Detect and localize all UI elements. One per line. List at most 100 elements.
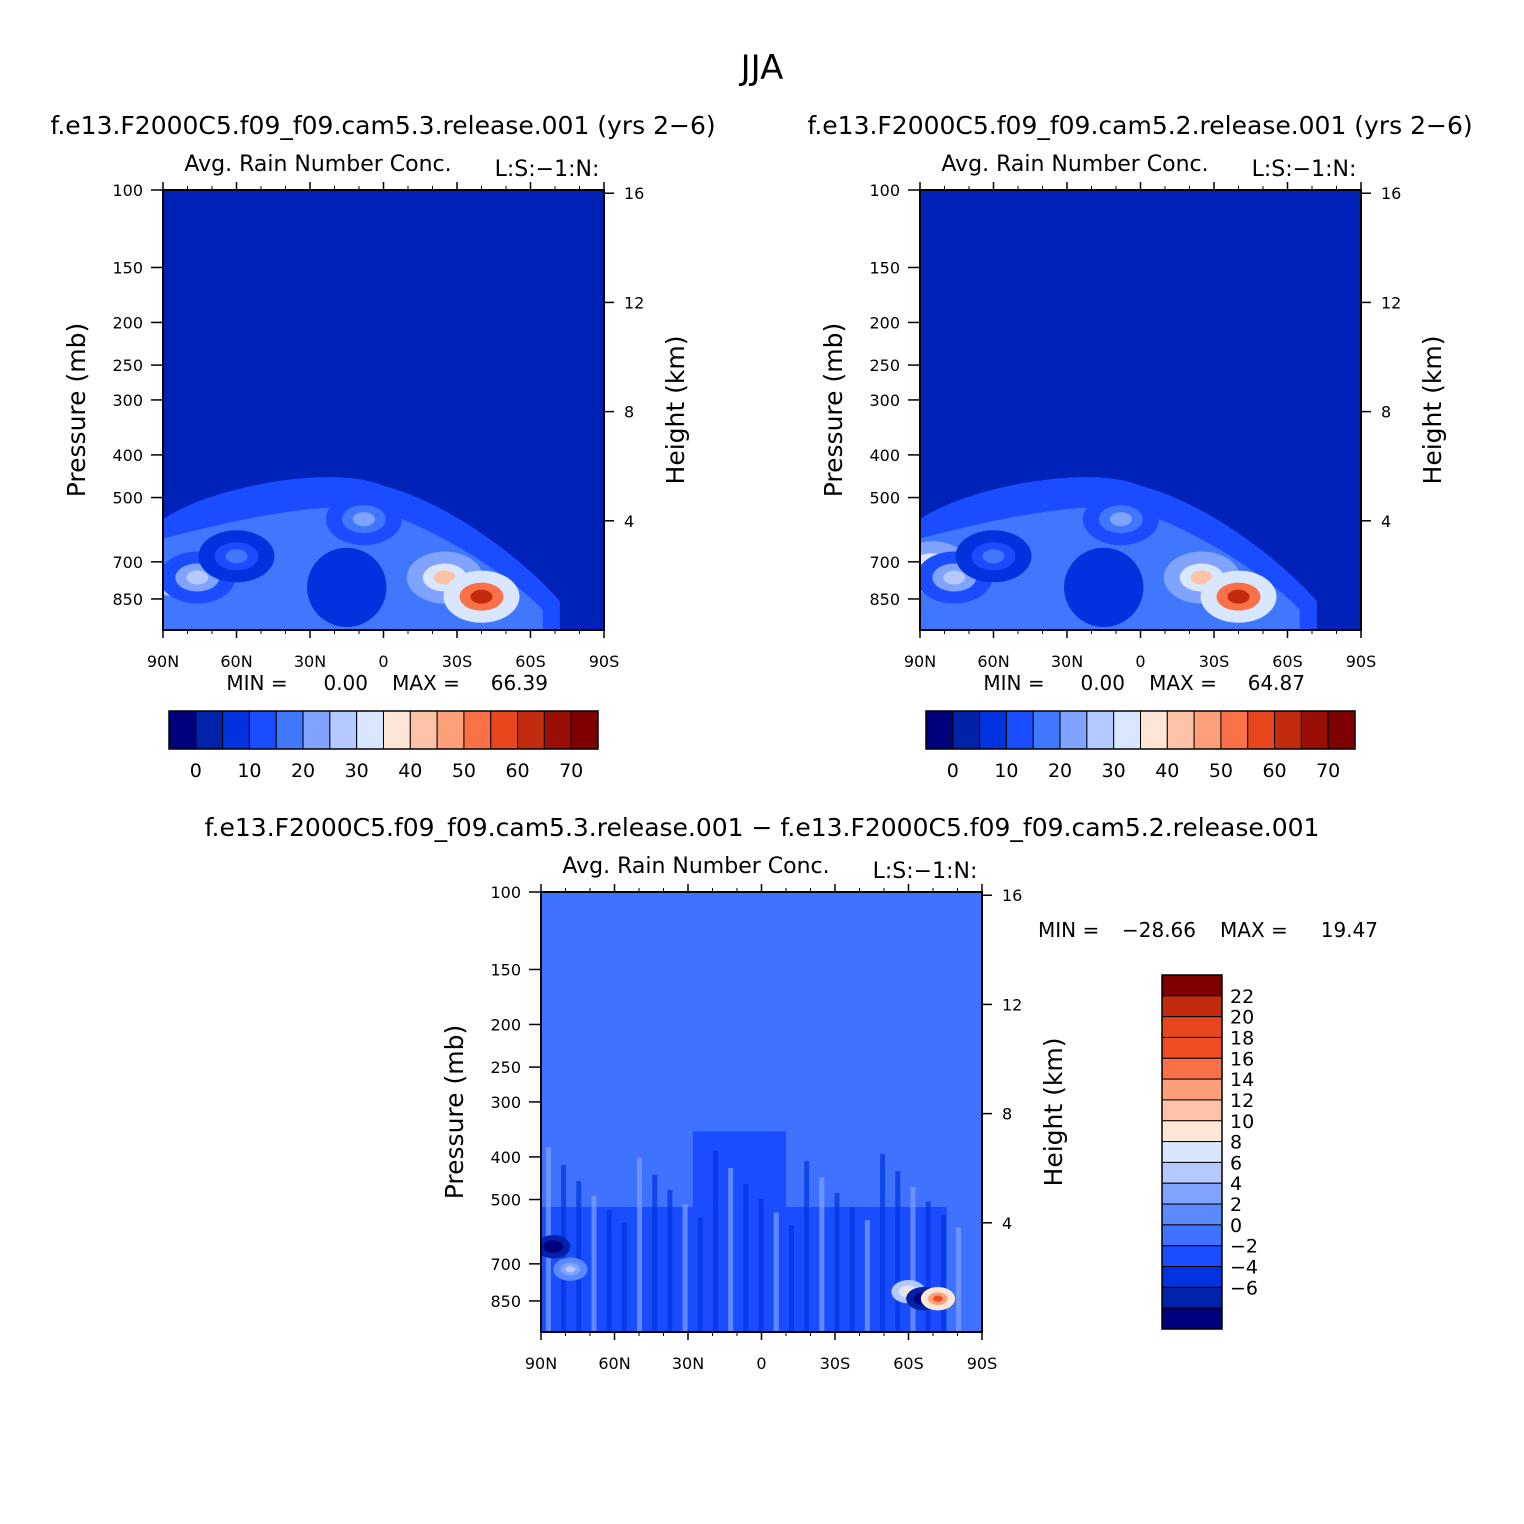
- y-tick-label: 700: [869, 553, 900, 572]
- colorbar-swatch: [570, 710, 599, 750]
- colorbar-swatch: [1161, 1036, 1223, 1059]
- y-tick-label: 500: [869, 489, 900, 508]
- colorbar-label: 50: [452, 760, 476, 782]
- colorbar-swatch: [302, 710, 331, 750]
- contour-streak: [591, 1196, 597, 1332]
- colorbar-swatch: [1193, 710, 1222, 750]
- contour-minimum: [1064, 547, 1144, 627]
- colorbar-swatch: [1161, 1057, 1223, 1080]
- colorbar-label: 70: [1316, 760, 1340, 782]
- colorbar-swatch: [1220, 710, 1249, 750]
- figure-title: JJA: [739, 48, 784, 88]
- colorbar-swatch: [1032, 710, 1061, 750]
- colorbar-swatch: [1247, 710, 1276, 750]
- y-tick-label: 250: [490, 1058, 521, 1077]
- contour-streak: [940, 1214, 946, 1332]
- x-tick-label: 30S: [820, 1354, 851, 1373]
- colorbar-frame: [1161, 974, 1223, 1330]
- min-label: MIN =: [983, 671, 1044, 695]
- y-tick-label: 250: [869, 356, 900, 375]
- contour-streak: [606, 1209, 612, 1332]
- min-label: MIN =: [226, 671, 287, 695]
- x-tick-label: 30N: [294, 652, 326, 671]
- colorbar-swatch: [275, 710, 304, 750]
- x-tick-label: 60S: [515, 652, 546, 671]
- colorbar-swatch: [1086, 710, 1115, 750]
- contour-streak: [697, 1217, 703, 1332]
- colorbar-label: 16: [1230, 1048, 1254, 1070]
- panel-title: Avg. Rain Number Conc.: [562, 854, 829, 879]
- y-tick-label: 150: [869, 258, 900, 277]
- colorbar-swatch: [1161, 974, 1223, 997]
- colorbar-label: 30: [1102, 760, 1126, 782]
- contour-field: [920, 477, 1317, 630]
- colorbar-label: 40: [398, 760, 422, 782]
- y-tick-label: 500: [490, 1191, 521, 1210]
- colorbar-swatch: [1059, 710, 1088, 750]
- y-tick-label: 250: [112, 356, 143, 375]
- y-right-tick-label: 16: [1381, 184, 1401, 203]
- y-right-tick-label: 12: [1381, 293, 1401, 312]
- x-tick-label: 30N: [1051, 652, 1083, 671]
- x-tick-label: 30S: [442, 652, 473, 671]
- colorbar-label: −4: [1230, 1257, 1258, 1279]
- colorbar-swatch: [1005, 710, 1034, 750]
- y-tick-label: 850: [869, 590, 900, 609]
- colorbar-swatch: [1161, 1078, 1223, 1101]
- x-tick-label: 90N: [904, 652, 936, 671]
- y-right-tick-label: 8: [1002, 1105, 1012, 1124]
- y-right-tick-label: 8: [1381, 403, 1391, 422]
- x-tick-label: 90S: [967, 1354, 998, 1373]
- colorbar-swatch: [168, 710, 197, 750]
- colorbar-swatch: [463, 710, 492, 750]
- min-value: −28.66: [1122, 918, 1196, 942]
- colorbar-swatch: [1161, 1307, 1223, 1330]
- contour-feature-core: [1190, 570, 1213, 585]
- contour-streak: [910, 1186, 916, 1332]
- y-axis-label: Pressure (mb): [440, 1025, 469, 1199]
- colorbar-swatch: [383, 710, 411, 750]
- contour-streak: [788, 1225, 794, 1332]
- max-label: MAX =: [1149, 671, 1217, 695]
- colorbar-swatch: [1161, 1016, 1223, 1038]
- y-tick-label: 300: [869, 391, 900, 410]
- colorbar-swatch: [1161, 1182, 1223, 1205]
- contour-streak: [712, 1150, 718, 1332]
- colorbar-label: 14: [1230, 1069, 1254, 1091]
- colorbar-swatch: [1161, 1245, 1223, 1268]
- y-right-tick-label: 4: [1381, 512, 1391, 531]
- colorbar-swatch: [1161, 1161, 1223, 1184]
- x-tick-label: 30S: [1199, 652, 1230, 671]
- contour-feature-core: [982, 549, 1005, 564]
- contour-streak: [637, 1157, 643, 1332]
- contour-streak: [925, 1201, 931, 1332]
- contour-streak: [682, 1204, 688, 1332]
- contour-streak: [576, 1181, 582, 1332]
- colorbar-swatch: [543, 710, 572, 750]
- colorbar-swatch: [195, 710, 224, 750]
- x-tick-label: 90S: [1346, 652, 1377, 671]
- contour-feature-core: [943, 570, 966, 585]
- colorbar-swatch: [952, 710, 981, 750]
- max-label: MAX =: [392, 671, 460, 695]
- contour-field: [541, 1131, 962, 1332]
- contour-streak: [819, 1177, 825, 1332]
- x-tick-label: 60N: [220, 652, 252, 671]
- colorbar-label: 10: [237, 760, 261, 782]
- y-tick-label: 100: [490, 883, 521, 902]
- contour-feature-core: [225, 549, 248, 564]
- contour-feature-core: [548, 1243, 559, 1250]
- contour-feature-core: [932, 1295, 943, 1302]
- x-tick-label: 30N: [672, 1354, 704, 1373]
- panel-bottom-difference: 90N 60N 30N 0 30S 60S 90S100150200250300400500…: [440, 854, 1378, 1373]
- colorbar-swatch: [329, 710, 358, 750]
- x-tick-label: 0: [756, 1354, 766, 1373]
- y-tick-label: 700: [490, 1255, 521, 1274]
- colorbar-swatch: [1161, 1224, 1223, 1247]
- corner-label: L:S:−1:N:: [1252, 157, 1357, 182]
- colorbar-label: 2: [1230, 1194, 1242, 1216]
- min-value: 0.00: [1080, 671, 1125, 695]
- y-tick-label: 400: [112, 446, 143, 465]
- colorbar-swatch: [436, 710, 465, 750]
- colorbar-swatch: [1140, 710, 1168, 750]
